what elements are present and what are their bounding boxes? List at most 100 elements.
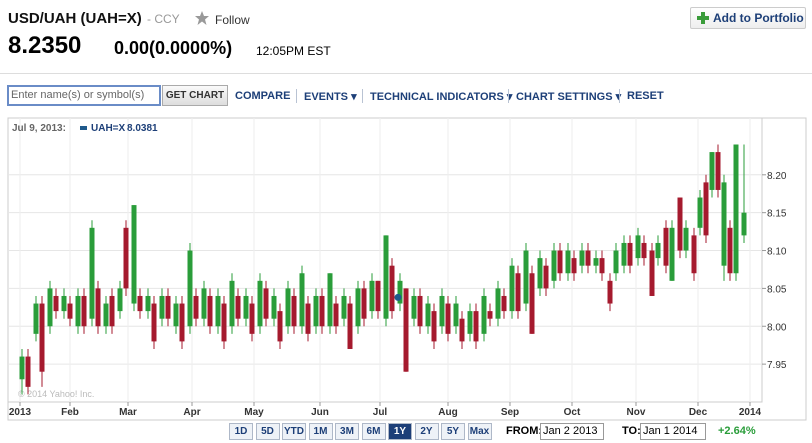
candle-body (117, 288, 123, 312)
dropdown-arrow: ▾ (612, 91, 622, 103)
candle-body (61, 295, 67, 312)
add-portfolio-button[interactable]: Add to Portfolio (690, 7, 806, 29)
candle-body (369, 280, 375, 312)
candle-body (229, 280, 235, 327)
range-button[interactable]: 1D (229, 423, 253, 440)
candle-body (313, 295, 319, 327)
candle-body (487, 311, 493, 319)
candle-body (47, 288, 53, 327)
candle (81, 288, 87, 334)
x-tick-label: May (244, 407, 264, 418)
candle-body (193, 295, 199, 319)
candle (607, 273, 613, 312)
from-date[interactable]: Jan 2 2013 (540, 423, 604, 440)
candle-body (697, 197, 703, 228)
candle-body (537, 258, 543, 289)
candle-body (703, 182, 709, 236)
candle (677, 197, 683, 259)
plus-icon (697, 12, 709, 24)
candle (179, 295, 185, 349)
candle-body (715, 152, 721, 190)
x-tick-label: Mar (119, 407, 137, 418)
candle (165, 288, 171, 327)
candle-body (445, 303, 451, 334)
candle-body (593, 258, 599, 266)
candle (621, 235, 627, 274)
x-tick-label: Dec (689, 407, 708, 418)
separator (619, 89, 620, 103)
candle (123, 220, 129, 296)
symbol-input[interactable]: Enter name(s) or symbol(s) (7, 85, 161, 106)
candle (117, 280, 123, 319)
range-button[interactable]: 1Y (388, 423, 412, 440)
candle-body (613, 250, 619, 274)
get-chart-button[interactable]: GET CHART (162, 85, 228, 106)
candle-body (165, 295, 171, 319)
follow-button[interactable]: Follow (215, 13, 250, 27)
candle-body (425, 303, 431, 327)
range-button[interactable]: 1M (308, 423, 333, 440)
candle (207, 288, 213, 334)
candle-body (299, 273, 305, 327)
toolbar-item[interactable]: TECHNICAL INDICATORS ▾ (370, 91, 513, 103)
candle (585, 242, 591, 274)
from-label: FROM: (506, 425, 543, 437)
candle-body (741, 212, 747, 236)
candle (249, 295, 255, 342)
candle-body (551, 250, 557, 281)
dropdown-arrow: ▾ (348, 91, 357, 103)
candle-body (179, 303, 185, 342)
y-tick-label: 8.00 (767, 322, 787, 333)
candle-body (243, 295, 249, 319)
candle-body (67, 303, 73, 319)
range-change: +2.64% (718, 425, 756, 437)
candle (599, 250, 605, 281)
candle (383, 235, 389, 327)
candle-body (607, 280, 613, 304)
candle (201, 280, 207, 327)
candle-body (341, 295, 347, 319)
candle-body (721, 182, 727, 266)
candle (257, 273, 263, 334)
candle-body (655, 242, 661, 259)
symbol-title: USD/UAH (UAH=X) (8, 10, 142, 27)
candle (361, 280, 367, 327)
candle-body (509, 265, 515, 312)
candle (649, 242, 655, 296)
candle (473, 303, 479, 349)
candle (389, 258, 395, 319)
toolbar-item[interactable]: RESET (627, 90, 664, 102)
candle (47, 280, 53, 334)
range-button[interactable]: Max (467, 423, 492, 440)
candle (565, 242, 571, 281)
toolbar-item[interactable]: COMPARE (235, 90, 291, 102)
candle-body (677, 197, 683, 251)
candle-body (235, 295, 241, 319)
watermark: © 2014 Yahoo! Inc. (18, 389, 94, 399)
candle (277, 303, 283, 349)
candle (529, 265, 535, 334)
range-button[interactable]: 5D (255, 423, 280, 440)
candle-body (683, 227, 689, 251)
x-tick-label: Oct (564, 407, 581, 418)
candle (103, 295, 109, 334)
candle (627, 235, 633, 274)
candle-body (319, 295, 325, 327)
range-button[interactable]: 6M (361, 423, 386, 440)
candle-body (221, 303, 227, 342)
range-button[interactable]: 3M (335, 423, 359, 440)
y-tick-label: 8.15 (767, 209, 787, 220)
range-button[interactable]: 2Y (414, 423, 439, 440)
range-button[interactable]: YTD (282, 423, 306, 440)
candle (313, 288, 319, 334)
toolbar-item[interactable]: CHART SETTINGS ▾ (516, 91, 622, 103)
candle-body (187, 250, 193, 327)
to-date[interactable]: Jan 1 2014 (640, 423, 706, 440)
candle (229, 273, 235, 334)
x-tick-label: Apr (183, 407, 200, 418)
separator (296, 89, 297, 103)
range-button[interactable]: 5Y (441, 423, 465, 440)
candle (145, 288, 151, 319)
toolbar-item[interactable]: EVENTS ▾ (304, 91, 357, 103)
candle (341, 288, 347, 327)
